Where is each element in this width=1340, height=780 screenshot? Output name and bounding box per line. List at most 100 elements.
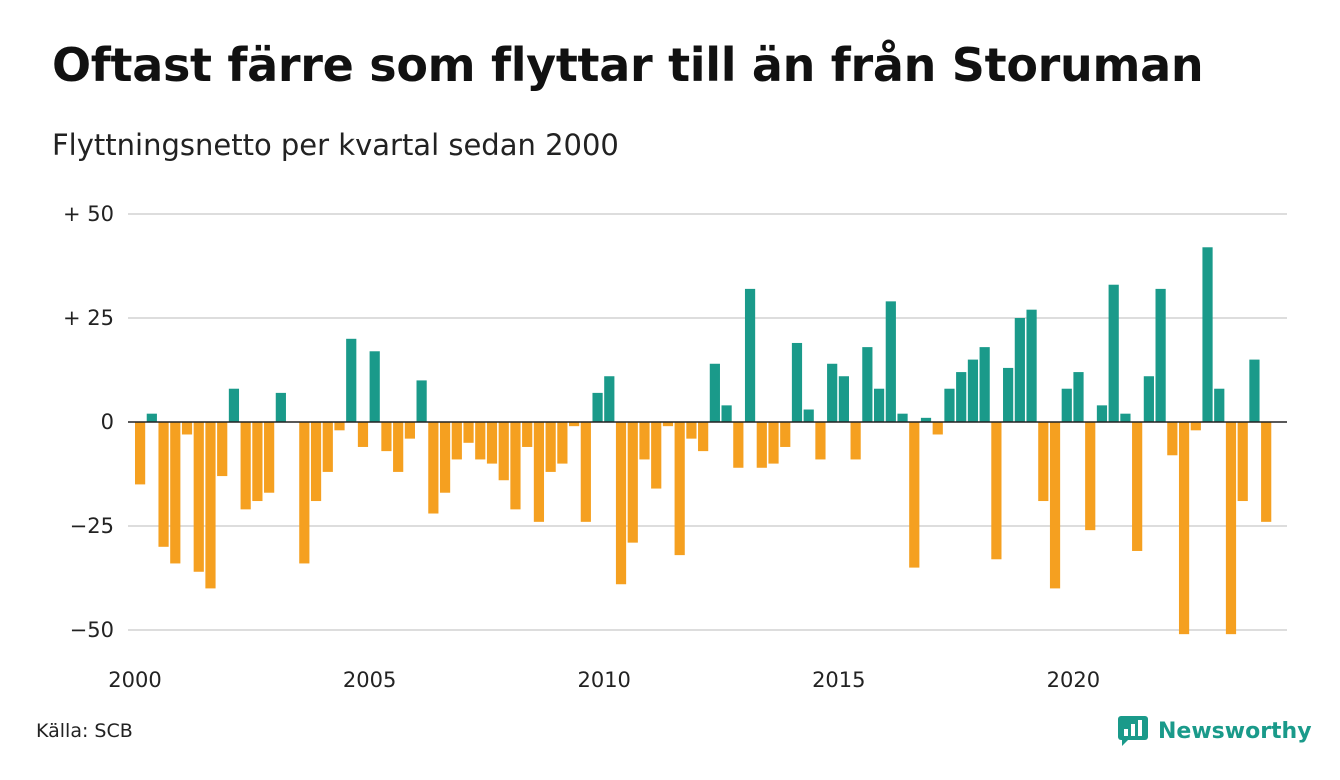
bar: [1014, 318, 1025, 422]
bar-chart: + 50 + 25 0 −25 −50 2000 2005 2010 2015 2020: [63, 202, 1287, 692]
bar: [1108, 284, 1119, 422]
bar: [909, 422, 920, 568]
bar: [522, 422, 533, 447]
x-axis-ticks: 2000 2005 2010 2015 2020: [108, 668, 1100, 692]
bar: [228, 388, 240, 422]
y-tick-label: + 25: [63, 306, 114, 330]
bars: [135, 247, 1272, 635]
bar: [651, 422, 662, 489]
bar: [1120, 413, 1131, 422]
bar: [404, 422, 415, 439]
bar: [885, 301, 896, 422]
bar: [1225, 422, 1237, 635]
bar: [627, 422, 638, 543]
brand-name: Newsworthy: [1158, 718, 1312, 744]
bar: [721, 405, 732, 422]
bar: [451, 422, 462, 460]
bar: [920, 417, 932, 422]
bar: [252, 422, 263, 502]
bar: [533, 422, 545, 522]
bar: [1003, 367, 1014, 422]
bar: [1026, 309, 1037, 422]
bar: [1143, 376, 1154, 422]
bar: [862, 347, 873, 422]
newsworthy-logo-icon: [1118, 716, 1148, 746]
bar: [275, 392, 286, 422]
bar: [897, 413, 908, 422]
bar: [486, 422, 498, 464]
bar: [264, 422, 275, 493]
bar: [791, 342, 803, 422]
bar: [815, 422, 826, 460]
bar: [768, 422, 779, 464]
bar: [850, 422, 861, 460]
bar: [217, 422, 228, 477]
bar: [1249, 359, 1260, 422]
bar: [205, 422, 216, 589]
x-tick-label: 2000: [108, 668, 161, 692]
bar: [838, 376, 849, 422]
bar: [709, 363, 720, 422]
bar: [135, 422, 146, 485]
x-tick-label: 2010: [577, 668, 630, 692]
bar: [698, 422, 709, 452]
bar: [592, 392, 603, 422]
bar: [240, 422, 251, 510]
bar: [463, 422, 474, 443]
bar: [310, 422, 322, 502]
bar: [369, 351, 380, 422]
bar: [932, 422, 943, 435]
chart-title: Oftast färre som flyttar till än från St…: [52, 38, 1204, 92]
bar: [393, 422, 404, 472]
bar: [662, 422, 674, 427]
bar: [803, 409, 814, 422]
bar: [569, 422, 580, 427]
bar: [744, 288, 756, 422]
bar: [181, 422, 193, 435]
brand-logo: Newsworthy: [1118, 714, 1312, 748]
bar: [334, 422, 345, 431]
bar: [322, 422, 333, 472]
bar: [428, 422, 439, 514]
source-note: Källa: SCB: [36, 720, 133, 742]
bar: [357, 422, 369, 447]
bar: [1096, 405, 1108, 422]
bar: [1038, 422, 1049, 502]
bar: [1214, 388, 1225, 422]
bar: [1167, 422, 1178, 456]
bar: [686, 422, 697, 439]
bar: [1049, 422, 1061, 589]
bar: [580, 422, 591, 522]
bar: [146, 413, 157, 422]
x-tick-label: 2015: [812, 668, 865, 692]
bar: [733, 422, 744, 468]
bar: [1073, 372, 1084, 422]
bar: [346, 338, 357, 422]
bar: [510, 422, 521, 510]
bar: [944, 388, 955, 422]
y-axis-ticks: + 50 + 25 0 −25 −50: [63, 202, 114, 642]
bar: [756, 422, 767, 468]
bar: [193, 422, 204, 572]
bar: [416, 380, 427, 422]
bar: [780, 422, 791, 447]
bar: [475, 422, 486, 460]
y-tick-label: 0: [101, 410, 114, 434]
bar: [1132, 422, 1143, 551]
bar: [991, 422, 1002, 560]
bar: [439, 422, 451, 493]
bar: [158, 422, 169, 547]
bar: [979, 347, 990, 422]
x-tick-label: 2020: [1047, 668, 1100, 692]
bar: [1190, 422, 1201, 431]
bar: [498, 422, 509, 481]
bar: [557, 422, 568, 464]
bar: [615, 422, 627, 585]
bar: [639, 422, 650, 460]
bar: [1202, 247, 1213, 422]
y-tick-label: −25: [70, 514, 114, 538]
bar: [1261, 422, 1272, 522]
y-tick-label: + 50: [63, 202, 114, 226]
bar: [873, 388, 885, 422]
bar: [674, 422, 685, 556]
